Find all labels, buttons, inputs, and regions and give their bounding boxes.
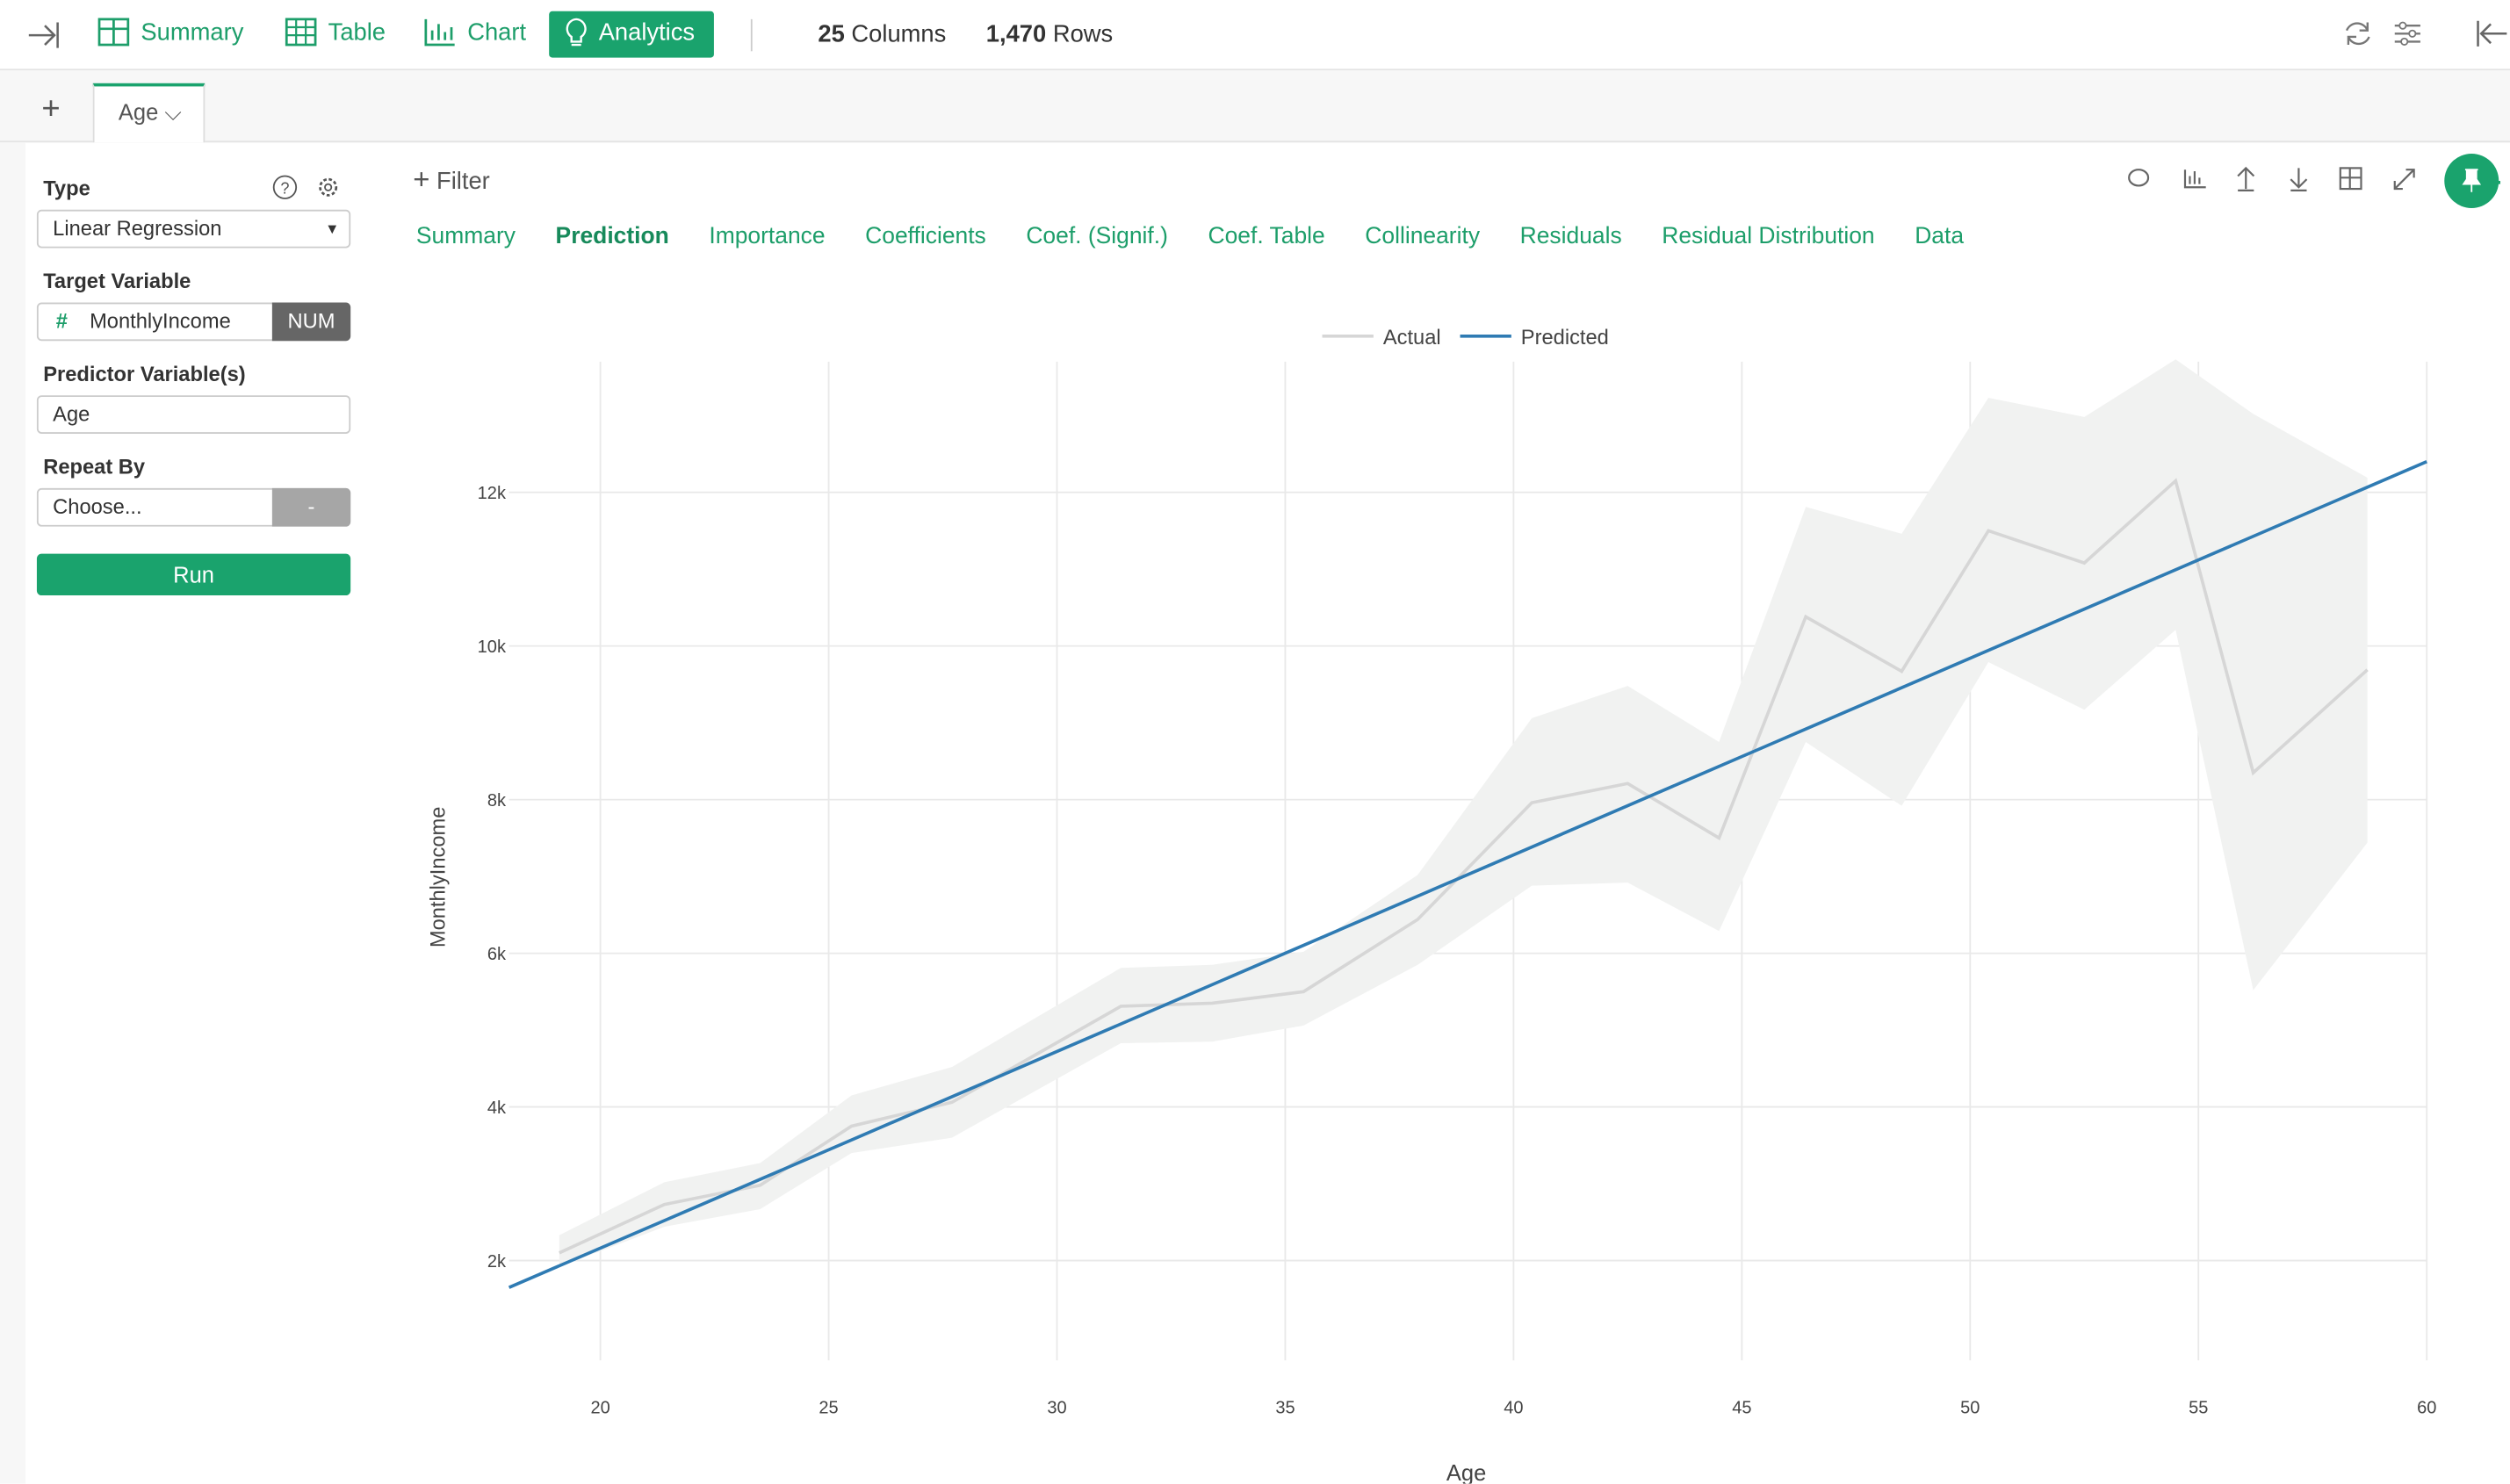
repeat-label: Repeat By	[43, 454, 146, 479]
predictor-value[interactable]: Age	[53, 401, 90, 426]
series-line	[559, 478, 2369, 1255]
legend-label: Predicted	[1521, 327, 1609, 349]
columns-count: 25	[818, 20, 845, 48]
toolbar-item[interactable]: Chart	[467, 18, 527, 47]
subtab[interactable]: Coef. Table	[1208, 224, 1325, 250]
predictor-label: Predictor Variable(s)	[43, 361, 246, 386]
repeat-value[interactable]: Choose...	[53, 494, 142, 519]
repeat-button[interactable]: -	[271, 487, 351, 527]
legend-label: Actual	[1383, 327, 1441, 349]
predictor-input[interactable]: Age	[36, 395, 351, 434]
collapse-icon[interactable]	[25, 19, 61, 51]
y-tick-label: 10k	[478, 638, 507, 657]
y-tick-label: 2k	[487, 1252, 507, 1271]
filter[interactable]: Filter	[436, 168, 490, 196]
summary-icon	[97, 18, 130, 47]
run-button[interactable]: Run	[36, 553, 351, 596]
series-line	[508, 459, 2427, 1289]
subtab[interactable]: Data	[1915, 224, 1965, 250]
x-tick-label: 40	[1504, 1398, 1523, 1417]
x-tick-label: 25	[819, 1398, 838, 1417]
subtabs: Summary Prediction Importance Coefficients C…	[416, 224, 2004, 249]
toolbar-item[interactable]: Table	[328, 18, 386, 47]
subtab[interactable]: Coefficients	[865, 224, 986, 250]
tab[interactable]	[92, 83, 206, 143]
toolbar-item[interactable]: Summary	[141, 18, 244, 47]
rows-label: Rows	[1052, 20, 1114, 48]
subtab[interactable]: Prediction	[555, 224, 669, 250]
help-icons[interactable]: ?	[272, 173, 346, 202]
settings-icon[interactable]	[2391, 18, 2423, 49]
target-label: Target Variable	[43, 269, 191, 293]
y-tick-label: 12k	[478, 484, 507, 503]
x-axis-title: Age	[1446, 1461, 1486, 1484]
x-tick-label: 20	[590, 1398, 609, 1417]
columns-label: Columns	[851, 20, 947, 48]
y-tick-label: 8k	[487, 791, 507, 810]
x-tick-label: 60	[2417, 1398, 2436, 1417]
subtab[interactable]: Residuals	[1519, 224, 1622, 250]
chart-tools[interactable]	[2123, 163, 2427, 195]
type-label: Type	[43, 176, 90, 200]
x-tick-label: 50	[1960, 1398, 1980, 1417]
divider	[750, 18, 753, 52]
confidence-band	[559, 359, 2368, 1267]
subtab[interactable]: Coef. (Signif.)	[1026, 224, 1168, 250]
gutter	[0, 142, 26, 1484]
subtab[interactable]: Collinearity	[1365, 224, 1481, 250]
refresh-icon[interactable]	[2342, 18, 2374, 49]
toolbar	[0, 0, 2510, 71]
target-value[interactable]: MonthlyIncome	[90, 308, 231, 334]
add-tab[interactable]: +	[41, 90, 61, 126]
target-badge: NUM	[271, 302, 351, 342]
x-tick-label: 55	[2189, 1398, 2208, 1417]
y-tick-label: 4k	[487, 1099, 507, 1118]
tab-label[interactable]: Age	[118, 99, 159, 126]
expand-icon[interactable]	[2475, 18, 2510, 49]
chart-icon	[424, 18, 455, 47]
y-tick-label: 6k	[487, 945, 507, 964]
tab-bar	[0, 70, 2510, 143]
x-tick-label: 30	[1047, 1398, 1066, 1417]
svg-text:?: ?	[280, 180, 289, 198]
type-select[interactable]: Linear Regression ▼	[36, 209, 351, 249]
toolbar-item[interactable]: Analytics	[598, 18, 696, 47]
subtab[interactable]: Residual Distribution	[1662, 224, 1875, 250]
subtab[interactable]: Importance	[709, 224, 826, 250]
type-value[interactable]: Linear Regression	[53, 216, 222, 241]
analytics-icon	[566, 18, 587, 47]
subtab[interactable]: Summary	[415, 224, 516, 250]
x-tick-label: 45	[1732, 1398, 1751, 1417]
pin-icon	[2462, 169, 2501, 192]
y-axis-title: MonthlyIncome	[428, 807, 451, 948]
rows-count: 1,470	[985, 20, 1047, 48]
x-tick-label: 35	[1275, 1398, 1295, 1417]
table-icon	[285, 18, 317, 47]
